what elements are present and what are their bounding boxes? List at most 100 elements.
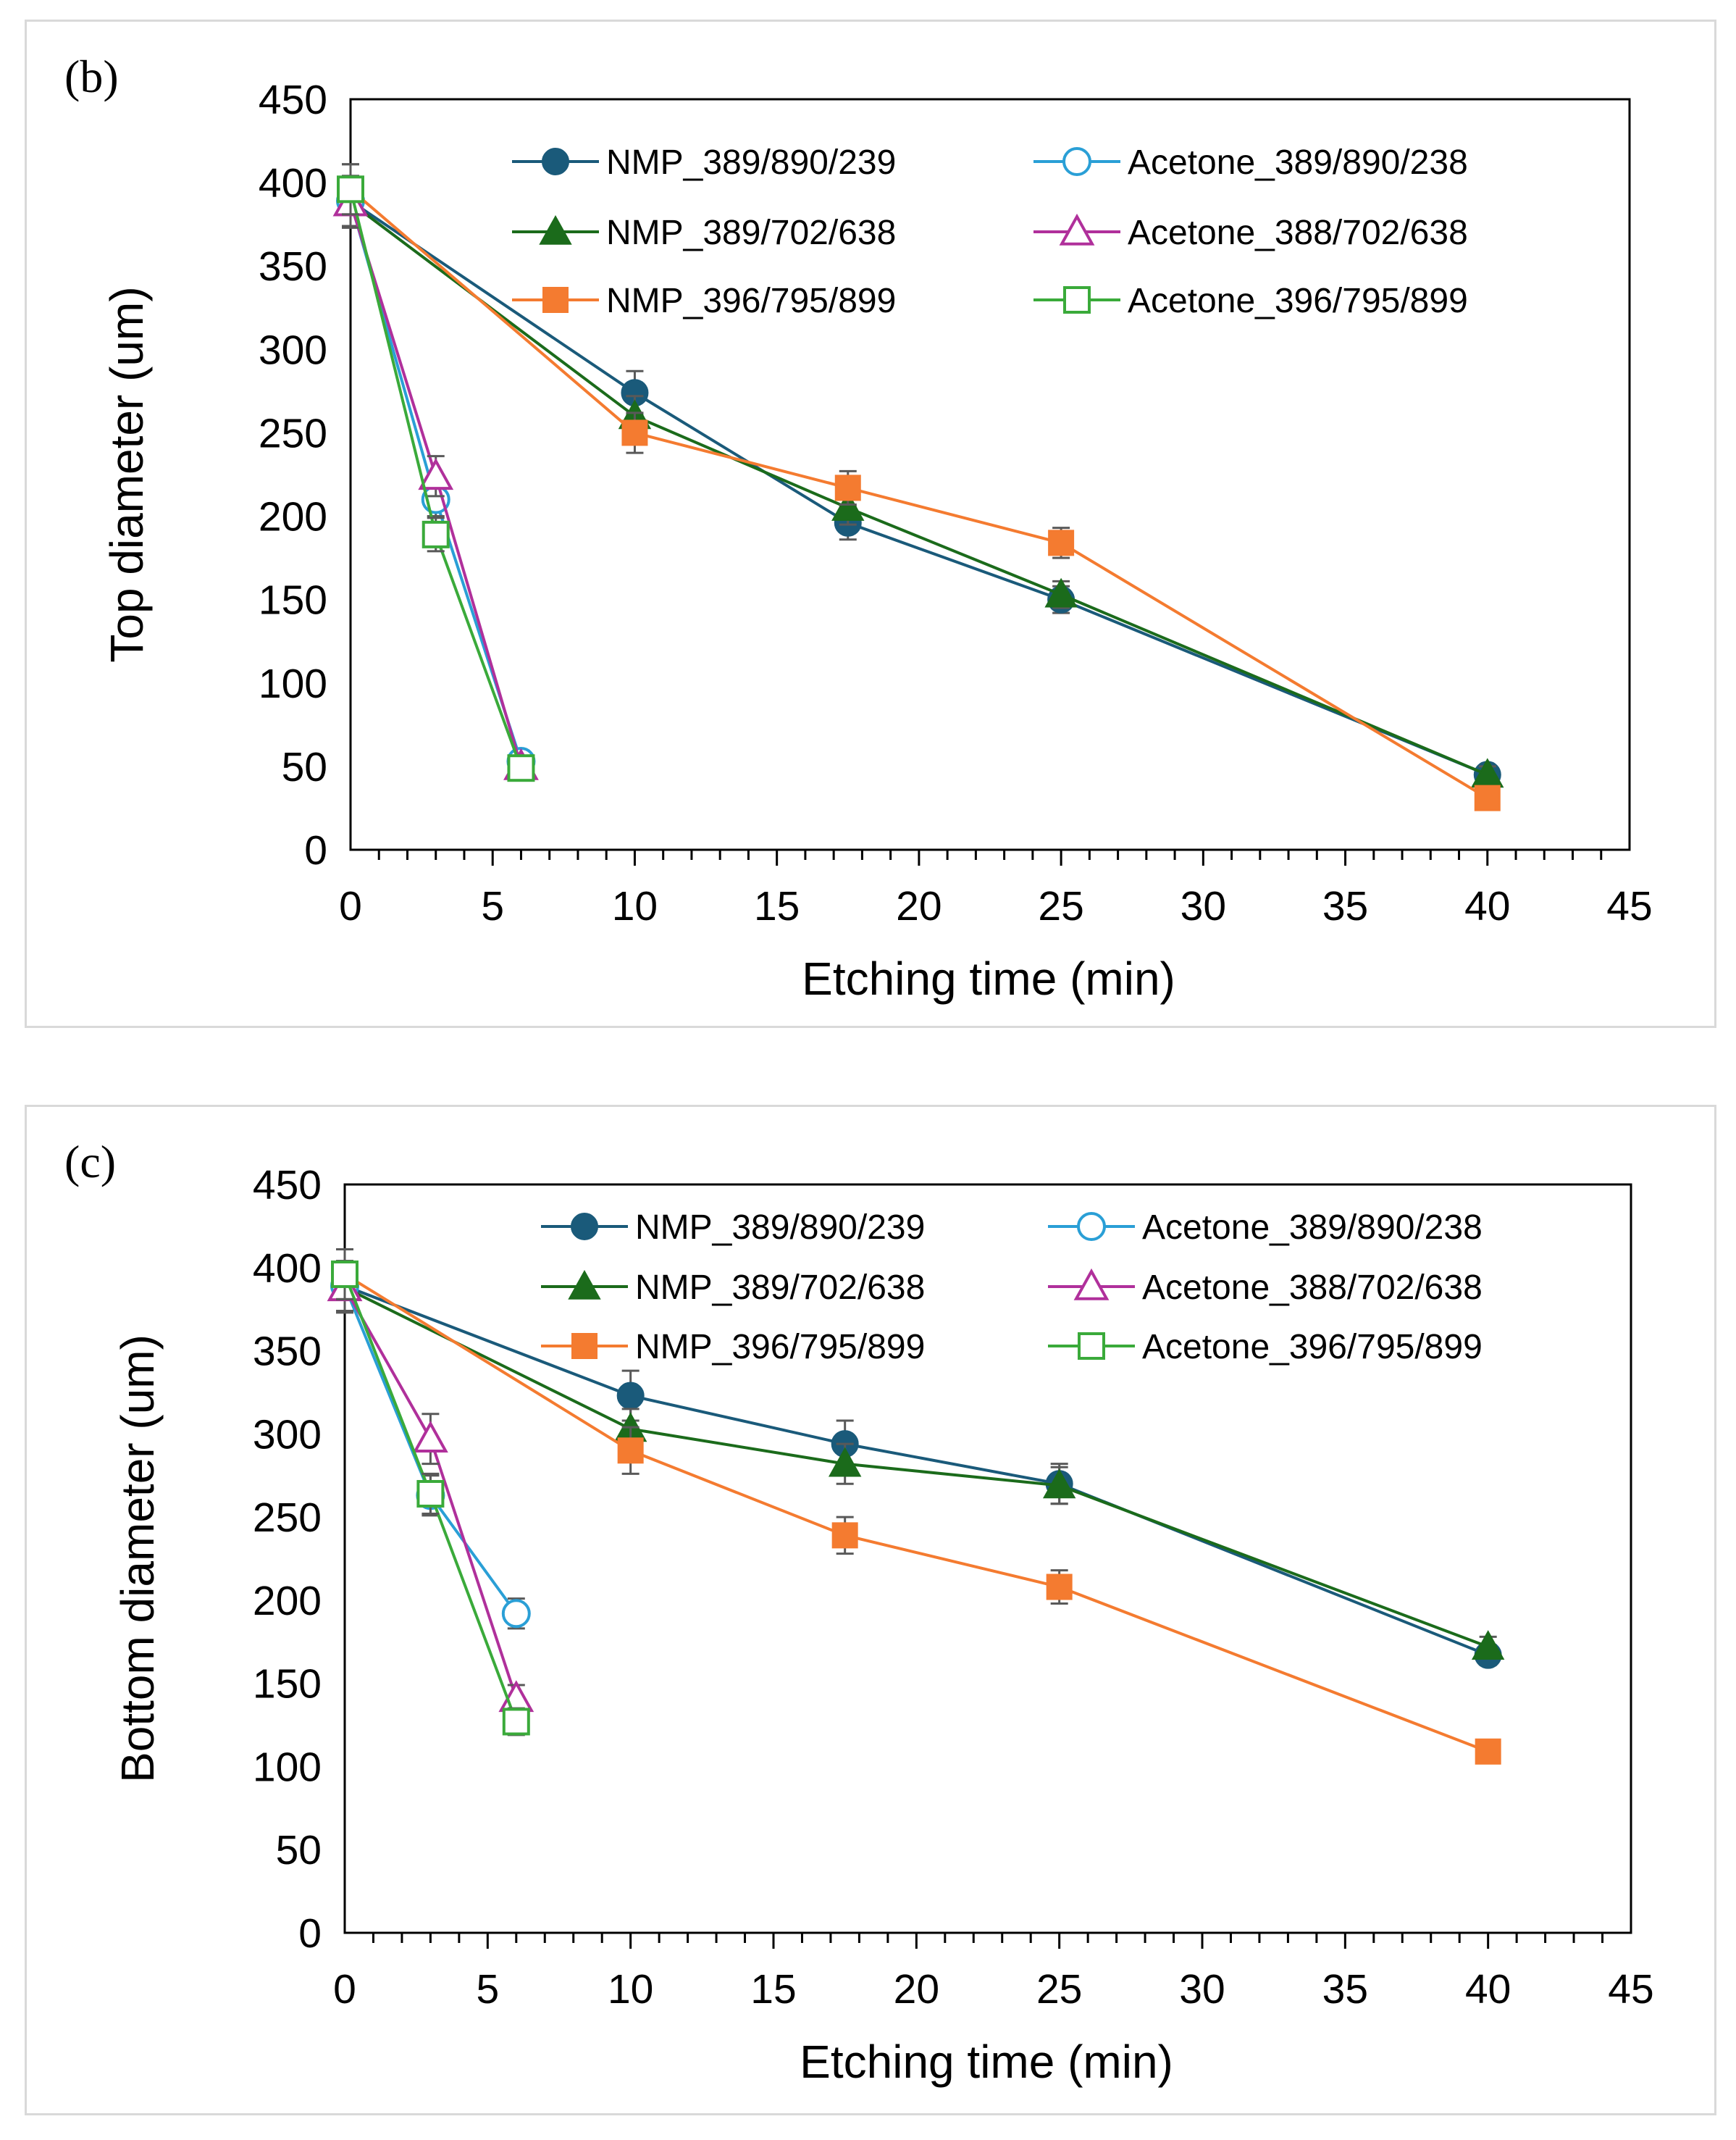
chart-b-x-tick-label: 5	[481, 883, 504, 929]
chart-c-y-tick-label: 350	[253, 1329, 322, 1375]
chart-b-x-tick-label: 40	[1464, 883, 1510, 929]
chart-panel-b: (b) 0 5 10 15 20 25 30 35 40 45 0 50 100 150 200 250 300 3…	[25, 20, 1716, 1028]
chart-c-data-point	[501, 1599, 531, 1629]
chart-b-legend-label: Acetone_389/890/238	[1128, 143, 1468, 182]
chart-c-x-tick-label: 25	[1036, 1966, 1082, 2012]
chart-b-y-tick-label: 350	[259, 243, 327, 290]
chart-b-y-axis-title: Top diameter (um)	[101, 286, 153, 662]
chart-b-data-point	[337, 175, 364, 204]
chart-c-legend-marker	[1077, 1212, 1106, 1241]
chart-b-data-point	[834, 475, 861, 501]
chart-c-legend-marker	[571, 1213, 598, 1240]
chart-b-y-tick-label: 250	[259, 410, 327, 456]
chart-c-series-5	[331, 1248, 530, 1736]
chart-c-plot-area	[343, 1183, 1632, 1934]
chart-b-legend-label: Acetone_396/795/899	[1128, 282, 1468, 320]
chart-b-x-tick-label: 30	[1181, 883, 1226, 929]
chart-b-y-tick-label: 300	[259, 327, 327, 373]
chart-c-y-tick-label: 50	[276, 1827, 322, 1873]
chart-b-legend-entry: NMP_389/890/239	[512, 143, 896, 182]
chart-b-legend-label: NMP_389/702/638	[606, 214, 896, 252]
chart-b-legend-marker	[539, 214, 572, 245]
chart-b-legend-entry: Acetone_389/890/238	[1033, 143, 1468, 182]
chart-c-y-tick-label: 250	[253, 1495, 322, 1541]
chart-c-data-point	[1471, 1630, 1505, 1660]
chart-c-x-tick-label: 15	[750, 1966, 796, 2012]
chart-b-legend-marker	[1062, 147, 1091, 176]
chart-b-y-tick-label: 150	[259, 577, 327, 624]
chart-c-x-tick-label: 10	[608, 1966, 653, 2012]
chart-b-data-point	[507, 754, 535, 782]
chart-c-legend-entry: NMP_389/890/239	[541, 1208, 925, 1247]
chart-panel-c: (c) 0 5 10 15 20 25 30 35 40 45 0 50 100 150 200 250 300 3…	[25, 1105, 1716, 2115]
chart-c-data-point	[416, 1479, 445, 1508]
chart-b-y-tick-label: 450	[259, 77, 327, 123]
chart-c-data-point	[828, 1447, 862, 1477]
chart-c-x-tick-label: 0	[333, 1966, 356, 2012]
chart-b-data-point	[1044, 577, 1078, 608]
chart-c-legend-marker	[1078, 1332, 1105, 1360]
chart-b-legend-label: Acetone_388/702/638	[1128, 214, 1468, 252]
chart-c-y-tick-label: 150	[253, 1661, 322, 1708]
chart-c-legend-entry: Acetone_388/702/638	[1048, 1268, 1483, 1307]
chart-c-legend-label: Acetone_389/890/238	[1142, 1208, 1483, 1247]
chart-c-data-point	[1475, 1738, 1501, 1765]
chart-b-data-point	[831, 490, 865, 521]
chart-c-y-tick-label: 200	[253, 1578, 322, 1624]
chart-c-legend-marker	[1073, 1268, 1110, 1300]
chart-c-y-axis-title: Bottom diameter (um)	[112, 1334, 164, 1783]
chart-c-legend-entry: NMP_396/795/899	[541, 1328, 925, 1366]
chart-c-y-tick-label: 0	[298, 1910, 322, 1957]
chart-b-legend-entry: NMP_389/702/638	[512, 214, 896, 252]
chart-c-legend-entry: NMP_389/702/638	[541, 1268, 925, 1307]
chart-b-y-tick-label: 100	[259, 661, 327, 707]
chart-c-panel-label: (c)	[64, 1136, 116, 1187]
chart-c-data-point	[331, 1260, 358, 1288]
chart-b-y-tick-label: 50	[282, 744, 327, 790]
chart-c-y-tick-label: 300	[253, 1411, 322, 1458]
chart-c-y-tick-label: 100	[253, 1744, 322, 1790]
chart-b-legend-marker	[1059, 213, 1095, 246]
chart-b-data-point	[1474, 785, 1501, 811]
chart-b-y-tick-label: 400	[259, 160, 327, 206]
chart-c-data-point	[1046, 1573, 1073, 1600]
chart-b-series-line	[349, 188, 1488, 800]
chart-c-y-tick-label: 400	[253, 1245, 322, 1292]
chart-b-data-point	[621, 419, 648, 446]
chart-b-legend-marker	[1063, 286, 1091, 314]
chart-c-x-tick-label: 20	[894, 1966, 939, 2012]
chart-b-panel-label: (b)	[64, 51, 119, 102]
chart-b-series-2	[334, 176, 1504, 788]
chart-c-data-point	[616, 1382, 645, 1410]
chart-c-data-point	[831, 1522, 858, 1549]
chart-b-y-tick-label: 200	[259, 494, 327, 540]
chart-b-x-tick-label: 0	[339, 883, 362, 929]
chart-c-legend-entry: Acetone_396/795/899	[1048, 1328, 1483, 1366]
chart-c-legend-label: Acetone_388/702/638	[1142, 1268, 1483, 1307]
chart-c-y-tick-label: 450	[253, 1162, 322, 1208]
chart-b-data-point	[422, 520, 450, 548]
chart-c-legend-marker	[568, 1269, 601, 1300]
chart-b-series-4	[337, 163, 1501, 811]
chart-b-legend-marker	[542, 148, 569, 175]
chart-b-x-axis-title: Etching time (min)	[802, 953, 1175, 1005]
chart-c-x-tick-label: 45	[1608, 1966, 1653, 2012]
chart-b-x-tick-label: 25	[1038, 883, 1083, 929]
chart-b-series-0	[337, 175, 1501, 789]
chart-c-legend-entry: Acetone_389/890/238	[1048, 1208, 1483, 1247]
chart-b-legend-label: NMP_396/795/899	[606, 282, 896, 320]
chart-b-x-tick-label: 20	[896, 883, 942, 929]
chart-c-data-point	[413, 1421, 448, 1453]
chart-b-legend-marker	[542, 287, 569, 313]
chart-b-x-tick-label: 35	[1322, 883, 1368, 929]
chart-b-legend-entry: NMP_396/795/899	[512, 282, 896, 320]
chart-c-legend-label: Acetone_396/795/899	[1142, 1328, 1483, 1366]
chart-b-x-tick-label: 15	[754, 883, 800, 929]
chart-b-series-5	[337, 163, 535, 782]
chart-b-legend-entry: Acetone_388/702/638	[1033, 213, 1468, 252]
chart-b-legend-label: NMP_389/890/239	[606, 143, 896, 182]
chart-c-series-4	[332, 1248, 1501, 1765]
chart-b-data-point	[418, 458, 454, 490]
chart-c-data-point	[502, 1708, 530, 1736]
chart-b-data-point	[1048, 530, 1075, 556]
